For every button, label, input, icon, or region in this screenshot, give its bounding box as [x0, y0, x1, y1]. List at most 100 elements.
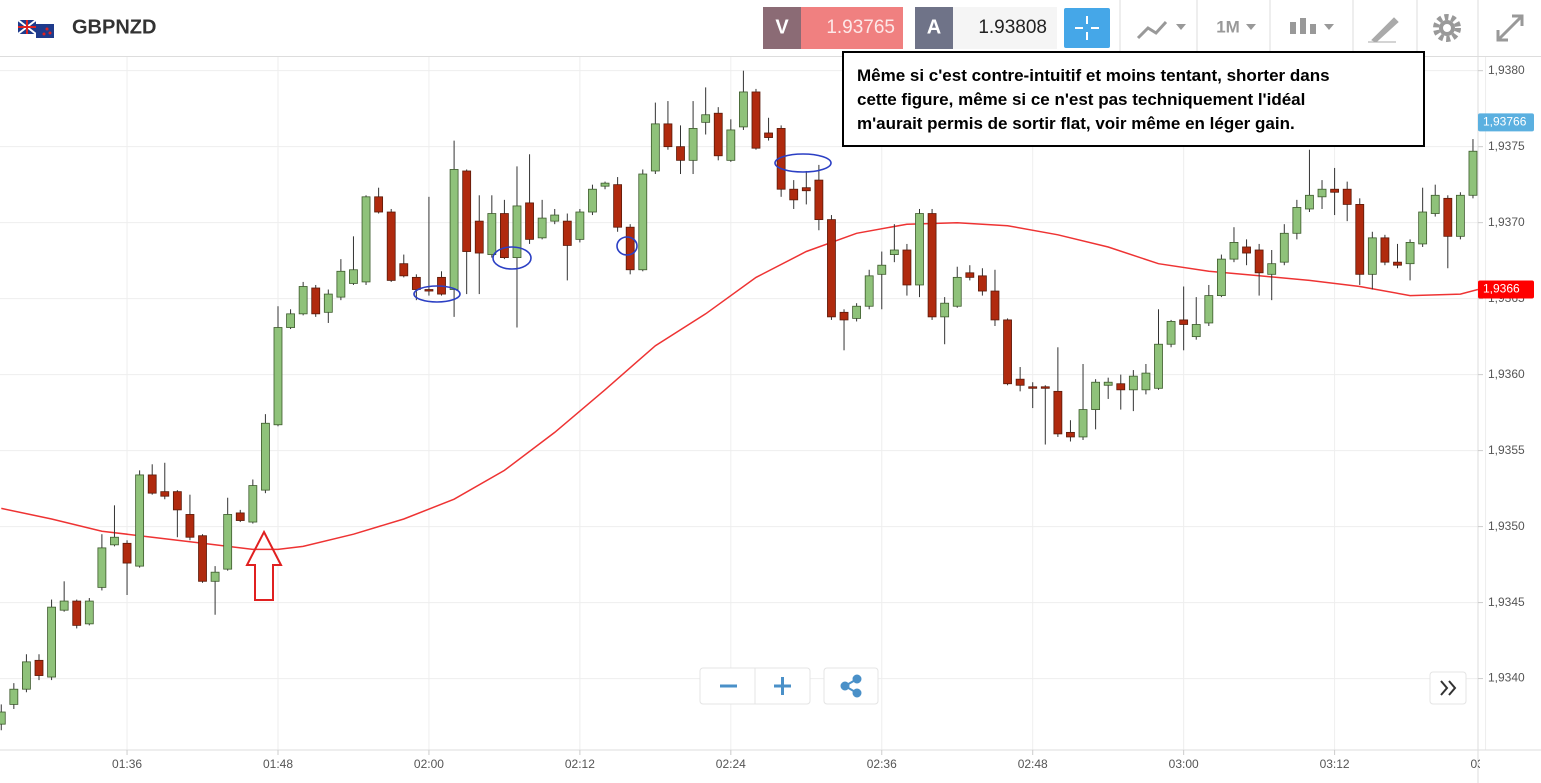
settings-button[interactable]	[1433, 14, 1461, 42]
candle-body	[47, 606, 56, 678]
candles-button[interactable]	[1290, 18, 1334, 34]
zoom-controls	[699, 667, 1467, 705]
candle-body	[223, 514, 233, 570]
candle-body	[1367, 237, 1377, 275]
candle-body	[1179, 319, 1189, 325]
candle-body	[1141, 372, 1151, 391]
ellipse	[616, 236, 638, 256]
dropdown-caret	[1176, 24, 1186, 30]
candle-body	[1028, 386, 1038, 389]
candle-body	[1066, 431, 1075, 438]
price-marker	[1478, 113, 1534, 132]
ellipse	[413, 285, 461, 303]
candle-body	[814, 179, 824, 221]
zoom-in-button[interactable]	[774, 677, 791, 695]
sell-label[interactable]: V	[775, 16, 789, 38]
candle-body	[97, 547, 107, 588]
chart-type-button[interactable]	[1136, 20, 1168, 40]
buy-price-box[interactable]	[953, 7, 1057, 49]
y-tick-label: 1,9350	[1488, 519, 1525, 533]
timeframe-button[interactable]: 1M	[1216, 17, 1240, 36]
candle-body	[500, 213, 509, 259]
candle-body	[676, 146, 685, 161]
note-line: cette figure, même si ce n'est pas techn…	[857, 90, 1305, 109]
share-button[interactable]	[840, 674, 862, 698]
candle-body	[399, 263, 409, 277]
draw-button[interactable]	[1368, 17, 1399, 43]
candle-body	[72, 600, 82, 626]
header: GBPNZD V 1.93765 A 1.93808 1M	[0, 0, 1541, 57]
candle-body	[349, 269, 358, 284]
ellipse	[774, 153, 832, 173]
candle-body	[889, 249, 899, 255]
x-tick-label: 02:12	[565, 757, 595, 771]
candle-body	[751, 91, 761, 149]
x-tick-label: 02:24	[716, 757, 746, 771]
candle-body	[789, 188, 799, 201]
candle-body	[22, 661, 31, 690]
candle-body	[588, 188, 597, 213]
candle-body	[147, 474, 157, 494]
note-line: Même si c'est contre-intuitif et moins t…	[857, 66, 1330, 85]
y-tick-label: 1,9380	[1488, 63, 1525, 77]
y-tick-label: 1,9360	[1488, 367, 1525, 381]
candle-body	[0, 711, 6, 725]
candle-body	[336, 270, 346, 298]
buy-button[interactable]	[915, 7, 953, 49]
note-box	[842, 51, 1425, 147]
candle-body	[424, 289, 434, 292]
y-tick-label: 1,9340	[1488, 671, 1525, 685]
dividers	[1119, 0, 1479, 56]
price-marker-label: 1,93766	[1483, 115, 1527, 129]
buy-price[interactable]: 1.93808	[978, 17, 1047, 38]
candle-body	[1191, 324, 1201, 338]
candle-body	[952, 276, 962, 307]
candle-body	[801, 187, 811, 192]
candle-body	[1116, 383, 1126, 391]
fullscreen-button[interactable]	[1496, 14, 1524, 42]
sell-price-box[interactable]	[801, 7, 903, 49]
candle-body	[286, 313, 295, 328]
candle-body	[135, 474, 145, 567]
candle-body	[1393, 261, 1402, 266]
candle-body	[9, 688, 19, 705]
candle-body	[663, 123, 673, 148]
candle-body	[1154, 343, 1163, 389]
buy-label[interactable]: A	[927, 16, 941, 38]
candle-body	[374, 196, 384, 213]
sell-price[interactable]: 1.93765	[826, 17, 895, 38]
crosshair-button[interactable]	[1064, 8, 1110, 48]
candle-body	[562, 220, 572, 246]
candle-body	[902, 249, 912, 286]
candle-body	[1204, 295, 1214, 324]
candle-body	[449, 169, 459, 290]
candle-body	[638, 173, 648, 271]
x-tick-label: 03:00	[1169, 757, 1199, 771]
price-marker-label: 1,9366	[1483, 282, 1520, 296]
candle-body	[1267, 263, 1277, 275]
scroll-end-button[interactable]	[1440, 680, 1457, 696]
candle-body	[235, 512, 245, 521]
candle-body	[613, 184, 623, 228]
candle-body	[1330, 188, 1340, 193]
note-line: m'aurait permis de sortir flat, voir mêm…	[857, 114, 1295, 133]
candle-body	[625, 226, 635, 271]
sell-button[interactable]	[763, 7, 801, 49]
candle-body	[1103, 381, 1113, 386]
x-tick-label: 01:36	[112, 757, 142, 771]
candle-body	[1229, 242, 1239, 260]
candle-body	[1053, 390, 1063, 435]
candle-body	[650, 123, 660, 172]
candle-body	[1279, 232, 1289, 263]
x-tick-label: 02:36	[867, 757, 897, 771]
candle-body	[1091, 381, 1101, 410]
candle-body	[1305, 194, 1314, 210]
ellipse	[492, 246, 532, 270]
candle-body	[1015, 378, 1025, 386]
note: Même si c'est contre-intuitif et moins t…	[842, 51, 1425, 147]
y-axis: 1,93801,93751,93701,93651,93601,93551,93…	[1478, 63, 1534, 685]
candle-body	[160, 491, 170, 497]
candle-body	[1254, 249, 1264, 274]
candle-body	[1216, 258, 1226, 296]
candle-body	[1342, 188, 1352, 205]
